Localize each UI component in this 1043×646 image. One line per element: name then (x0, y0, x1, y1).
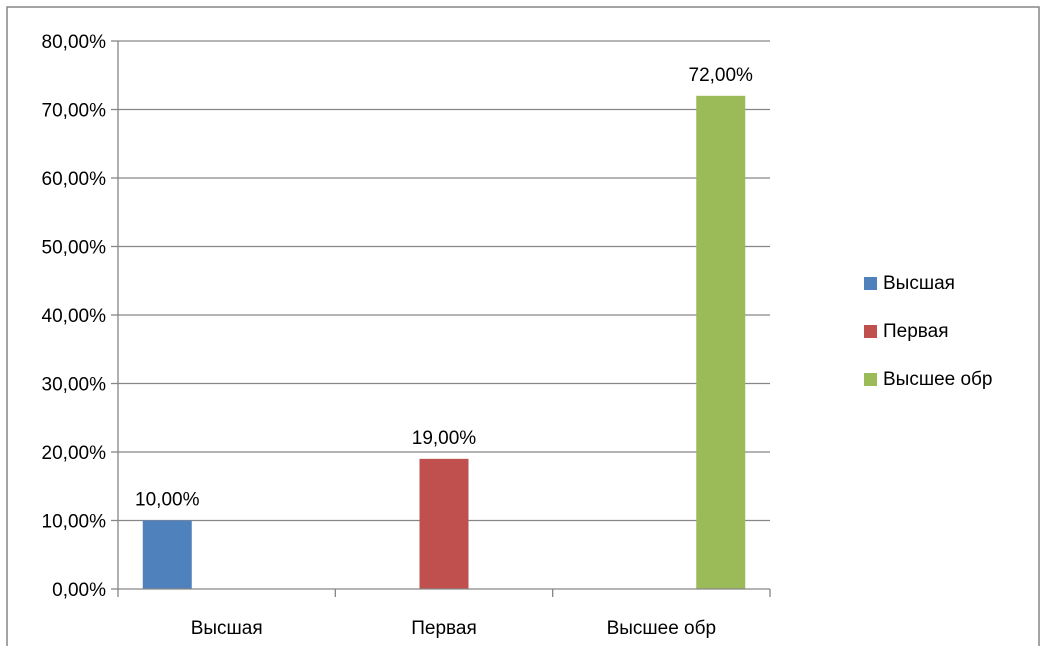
bars (142, 95, 746, 590)
y-tick-label: 60,00% (42, 169, 107, 190)
labels: 0,00% 10,00% 20,00% 30,00% 40,00% 50,00% 60,00… (42, 32, 754, 639)
legend-label-pervaya: Первая (883, 320, 949, 342)
y-tick-label: 0,00% (52, 580, 106, 601)
x-category-label: Высшая (191, 618, 263, 639)
axes (111, 40, 771, 597)
y-tick-label: 10,00% (42, 512, 107, 533)
legend-item-pervaya: Первая (864, 318, 1039, 345)
data-label-высшая: 10,00% (135, 490, 200, 511)
y-tick-label: 70,00% (42, 101, 107, 122)
legend-item-vysshaya: Высшая (864, 270, 1039, 297)
y-tick-label: 40,00% (42, 306, 107, 327)
legend-swatch-vysshaya (864, 277, 877, 290)
legend-swatch-pervaya (864, 325, 877, 338)
legend-label-vysshee-obr: Высшее обр (883, 368, 993, 390)
x-category-label: Первая (411, 618, 477, 639)
y-tick-label: 30,00% (42, 375, 107, 396)
legend-swatch-vysshee-obr (864, 373, 877, 386)
y-tick-label: 50,00% (42, 238, 107, 259)
data-label-первая: 19,00% (412, 428, 477, 449)
legend-label-vysshaya: Высшая (883, 272, 955, 294)
bar-высшее-обр (696, 95, 746, 590)
bar-первая (419, 458, 469, 589)
legend-item-vysshee-obr: Высшее обр (864, 366, 1039, 393)
legend: Высшая Первая Высшее обр (864, 270, 1039, 414)
y-tick-label: 80,00% (42, 32, 107, 53)
bar-высшая (142, 520, 192, 589)
data-label-высшее-обр: 72,00% (689, 65, 754, 86)
x-category-label: Высшее обр (607, 618, 717, 639)
y-tick-label: 20,00% (42, 443, 107, 464)
